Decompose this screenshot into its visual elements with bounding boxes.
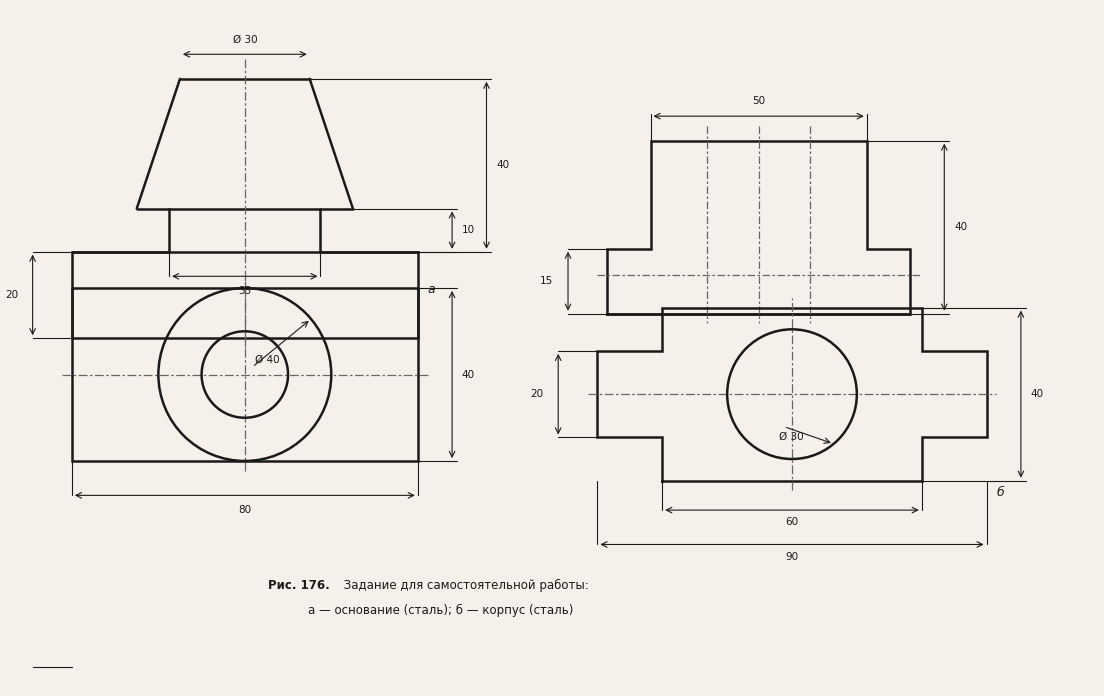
Text: 40: 40 <box>954 222 967 232</box>
Text: 20: 20 <box>4 290 18 300</box>
Text: Задание для самостоятельной работы:: Задание для самостоятельной работы: <box>340 579 588 592</box>
Text: 20: 20 <box>530 389 543 400</box>
Text: 40: 40 <box>461 370 475 379</box>
Text: 40: 40 <box>497 160 509 171</box>
Text: 40: 40 <box>1031 389 1044 400</box>
Text: Ø 30: Ø 30 <box>779 432 804 441</box>
Text: Ø 30: Ø 30 <box>233 34 257 45</box>
Text: 50: 50 <box>752 96 765 106</box>
Text: Рис. 176.: Рис. 176. <box>268 579 330 592</box>
Text: 35: 35 <box>238 286 252 296</box>
Text: Ø 40: Ø 40 <box>255 355 279 365</box>
Text: 15: 15 <box>540 276 553 286</box>
Text: 10: 10 <box>461 225 475 235</box>
Text: а: а <box>427 283 435 296</box>
Bar <box>72 252 417 338</box>
Text: а — основание (сталь); б — корпус (сталь): а — основание (сталь); б — корпус (сталь… <box>308 603 573 617</box>
Text: б: б <box>996 486 1005 498</box>
Bar <box>72 288 417 461</box>
Text: 80: 80 <box>238 505 252 515</box>
Text: 90: 90 <box>785 552 798 562</box>
Text: 60: 60 <box>785 517 798 528</box>
